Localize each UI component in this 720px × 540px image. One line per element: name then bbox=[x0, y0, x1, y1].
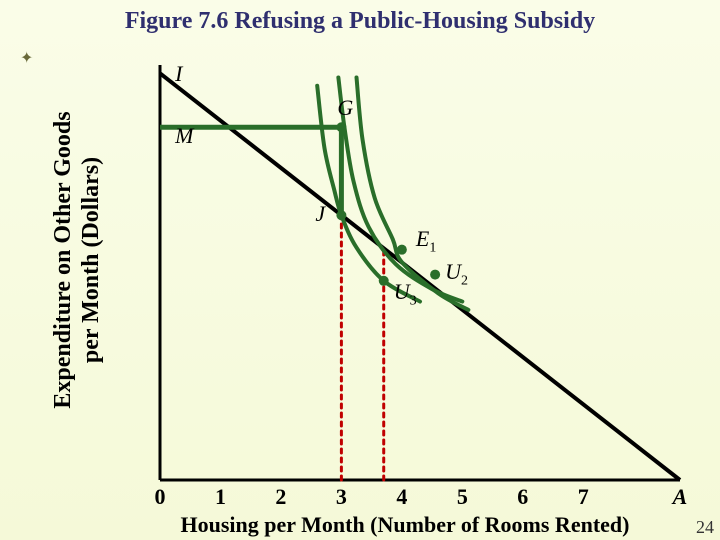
point-label: I bbox=[175, 61, 182, 87]
point-label: M bbox=[175, 123, 193, 149]
figure-title: Figure 7.6 Refusing a Public-Housing Sub… bbox=[0, 8, 720, 35]
decorative-bullet: ✦ bbox=[20, 48, 33, 68]
x-tick-label: 7 bbox=[578, 484, 589, 510]
x-tick-label: 5 bbox=[457, 484, 468, 510]
x-tick-label: 3 bbox=[336, 484, 347, 510]
x-tick-label: 6 bbox=[517, 484, 528, 510]
x-tick-label: 1 bbox=[215, 484, 226, 510]
point-label: J bbox=[315, 201, 325, 227]
x-axis-label: Housing per Month (Number of Rooms Rente… bbox=[95, 512, 715, 538]
point-label: U2 bbox=[445, 259, 468, 289]
page-number: 24 bbox=[696, 517, 714, 538]
y-axis-label-line2: per Month (Dollars) bbox=[78, 60, 105, 460]
chart-area: G J E1 U3 U2 I M 0 1 2 3 4 5 6 7 A bbox=[120, 55, 700, 510]
point-label: G bbox=[337, 95, 353, 121]
x-tick-label: 4 bbox=[396, 484, 407, 510]
x-tick-label: A bbox=[673, 484, 688, 510]
x-tick-label: 2 bbox=[275, 484, 286, 510]
point-label: E1 bbox=[416, 226, 436, 256]
point-label: U3 bbox=[394, 279, 417, 309]
x-tick-label: 0 bbox=[155, 484, 166, 510]
y-axis-label-line1: Expenditure on Other Goods bbox=[50, 60, 77, 460]
